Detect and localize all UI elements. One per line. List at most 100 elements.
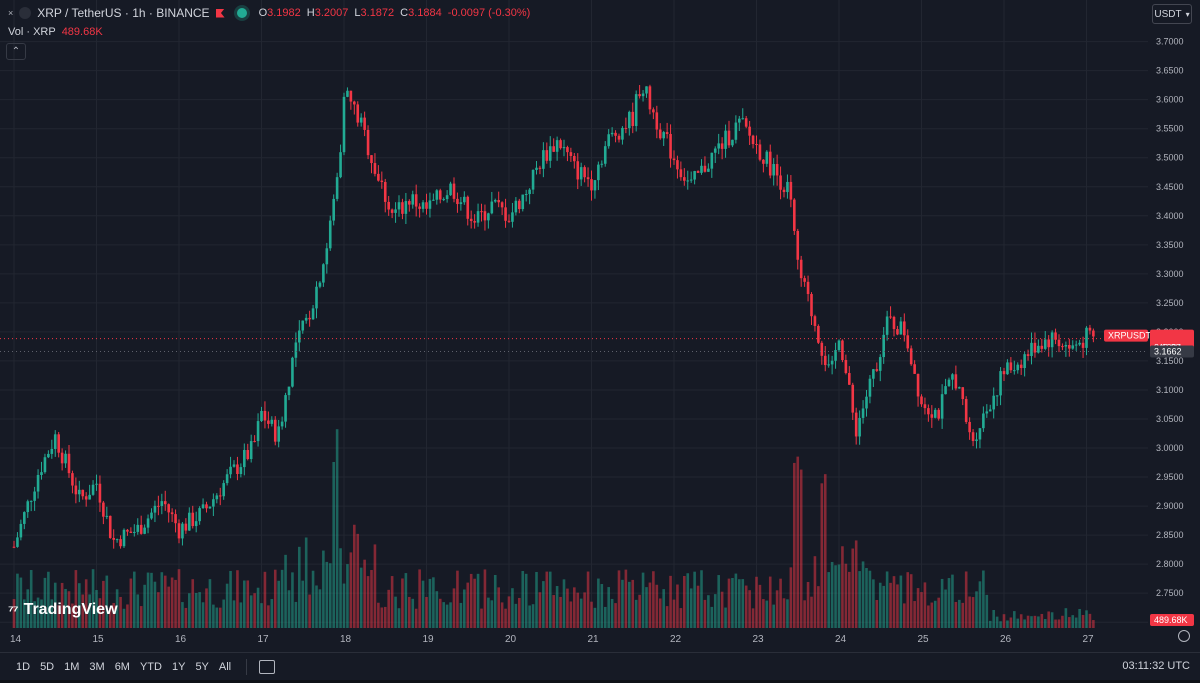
volume-bar (882, 585, 885, 628)
utc-clock[interactable]: 03:11:32 UTC (1122, 660, 1190, 672)
timeframe-6m[interactable]: 6M (114, 661, 130, 673)
volume-bar (91, 569, 95, 628)
volume-bar (36, 597, 40, 628)
volume-bar (834, 565, 837, 628)
currency-selector[interactable]: USDT ▾ (1152, 4, 1192, 24)
timeframe-1y[interactable]: 1Y (171, 661, 186, 673)
volume-bar (23, 599, 26, 628)
candle-body (779, 175, 782, 190)
candle-body (194, 521, 198, 527)
candle-body (260, 410, 263, 422)
candle-body (648, 86, 652, 110)
candle-body (1006, 362, 1009, 375)
price-tick-label: 2.9000 (1156, 501, 1184, 511)
volume-bar (380, 607, 384, 628)
volume-bar (473, 578, 476, 628)
candle-body (1040, 345, 1044, 349)
candle-body (885, 316, 889, 335)
collapse-legend-button[interactable]: ⌃ (6, 43, 26, 60)
candle-body (435, 190, 439, 200)
close-x-icon[interactable]: × (8, 8, 14, 18)
candle-body (263, 410, 267, 421)
candle-body (201, 504, 205, 509)
volume-bar (600, 584, 604, 628)
candle-body (174, 514, 177, 524)
candle-body (115, 539, 119, 541)
candle-body (78, 489, 81, 495)
candle-body (442, 199, 445, 201)
candle-body (26, 501, 30, 513)
volume-bar (16, 573, 19, 628)
timeframe-all[interactable]: All (218, 661, 232, 673)
volume-bar (311, 570, 315, 628)
settings-gear-icon[interactable] (1178, 630, 1190, 642)
volume-bar (662, 589, 665, 628)
candle-body (311, 308, 315, 320)
volume-bar (47, 571, 50, 628)
candle-body (304, 317, 308, 321)
volume-bar (542, 581, 545, 628)
symbol-price-tag-bg (1104, 329, 1148, 342)
candle-body (19, 523, 23, 538)
market-status-icon (236, 8, 247, 18)
candle-body (748, 126, 751, 136)
chevron-up-icon: ⌃ (11, 46, 21, 57)
candle-body (170, 512, 174, 515)
flag-icon[interactable] (215, 8, 225, 18)
symbol-title[interactable]: XRP / TetherUS · 1h · BINANCE (37, 6, 210, 20)
volume-bar (610, 598, 614, 628)
volume-legend-value: 489.68K (61, 26, 103, 38)
volume-bar (676, 584, 679, 628)
candle-body (1081, 342, 1085, 348)
volume-bar (951, 574, 954, 628)
timeframe-3m[interactable]: 3M (89, 661, 105, 673)
volume-bar (590, 601, 593, 628)
candle-body (243, 449, 246, 468)
price-tick-label: 3.2500 (1156, 298, 1184, 308)
timeframe-1d[interactable]: 1D (16, 661, 31, 673)
volume-bar (765, 600, 769, 628)
candle-body (903, 321, 906, 336)
volume-bar (738, 579, 741, 628)
candle-body (411, 194, 415, 205)
candle-body (342, 96, 346, 153)
candle-body (428, 200, 432, 209)
ohlc-value: 3.1884 (408, 7, 442, 19)
timeframe-1m[interactable]: 1M (64, 661, 80, 673)
price-tick-label: 2.7500 (1156, 588, 1184, 598)
volume-bar (982, 570, 985, 628)
timeframe-5d[interactable]: 5D (40, 661, 55, 673)
candle-body (208, 506, 212, 509)
volume-bar (665, 606, 669, 628)
volume-bar (631, 579, 635, 628)
date-range-calendar-icon[interactable] (259, 660, 276, 674)
timeframe-ytd[interactable]: YTD (139, 661, 162, 673)
volume-bar (1037, 616, 1040, 628)
volume-bar (559, 596, 562, 628)
volume-bar (844, 563, 848, 628)
candle-body (988, 409, 992, 412)
volume-bar (40, 599, 43, 628)
volume-legend-label: Vol · XRP (8, 26, 56, 38)
volume-bar (872, 579, 875, 628)
volume-bar (95, 590, 98, 628)
volume-bar (669, 575, 672, 628)
volume-bar (968, 596, 971, 628)
candle-body (731, 139, 734, 146)
candle-body (218, 495, 222, 497)
timeframe-5y[interactable]: 5Y (195, 661, 209, 673)
candle-body (617, 135, 621, 140)
volume-bar (562, 579, 566, 628)
candle-body (593, 180, 597, 191)
candle-body (133, 531, 136, 533)
candle-body (143, 527, 146, 534)
volume-axis-tag-text: 489.68K (1154, 615, 1188, 625)
candle-body (734, 122, 738, 140)
candle-body (524, 194, 528, 196)
price-tick-label: 3.6000 (1156, 95, 1184, 105)
volume-bar (909, 574, 913, 628)
reference-price-tag-text: 3.1662 (1154, 347, 1182, 357)
candle-body (995, 395, 999, 397)
volume-bar (1009, 617, 1013, 628)
